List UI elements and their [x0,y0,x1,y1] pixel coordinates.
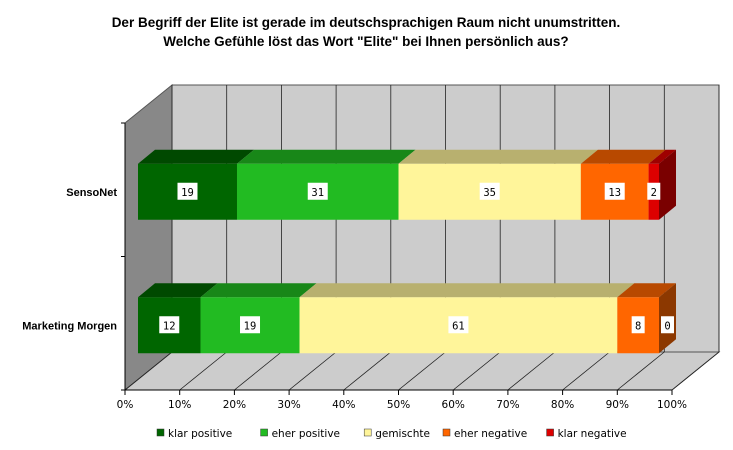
value-label-box [448,316,469,334]
value-label-box [479,182,500,200]
x-tick-label: 80% [551,399,574,411]
bar-top [200,283,317,298]
x-tick-label: 40% [332,399,355,411]
gridline-floor [179,351,227,391]
value-label-box [647,182,661,200]
value-label: 13 [608,187,621,199]
gridline-floor [671,351,720,391]
bar-top [138,283,218,298]
value-label: 19 [181,187,194,199]
x-tick-label: 90% [606,399,629,411]
legend-label: eher negative [454,428,527,440]
bar-side [659,149,676,220]
chart-title: Der Begriff der Elite ist gerade im deut… [112,15,621,30]
value-label-box [159,316,180,334]
legend: klar positive eher positive gemischte eher … [156,428,627,440]
gridline-floor [562,351,610,391]
legend-label: gemischte [375,428,430,440]
legend-swatch [156,428,165,437]
value-label: 12 [163,320,176,332]
gridline-floor [343,351,392,391]
x-tick-label: 70% [496,399,519,411]
bar-top [617,283,676,298]
category-label: Marketing Morgen [22,320,117,332]
gridline-floor [398,351,446,391]
value-label: 35 [483,187,496,199]
bar-top [398,149,598,164]
bar-top [580,149,666,164]
chart-subtitle: Welche Gefühle löst das Wort "Elite" bei… [163,34,568,49]
bar-top [299,283,635,298]
x-tick-label: 50% [387,399,410,411]
category-label: SensoNet [66,187,117,199]
legend-swatch [260,428,268,437]
value-label: 31 [311,187,324,199]
value-label-box [631,316,645,334]
value-label: 61 [452,320,465,332]
plot-area: 0% 10% 20% 30% 40% 50% 60% 70% 80% 90% 100% SensoNe… [22,83,721,411]
gridline-floor [124,351,173,391]
x-tick-label: 0% [117,399,134,411]
x-tick-label: 10% [168,399,191,411]
legend-label: klar negative [558,428,627,440]
legend-swatch [363,428,372,437]
value-label-box [307,182,328,200]
gridline-floor [288,351,337,391]
value-label: 8 [635,320,641,332]
value-label: 2 [651,187,657,199]
x-tick-label: 100% [657,399,687,411]
legend-label: eher positive [272,428,340,440]
legend-swatch [546,428,554,437]
gridline-floor [234,351,282,391]
gridline-floor [617,351,665,391]
value-label-box [240,316,261,334]
x-tick-label: 60% [442,399,465,411]
legend-label: klar positive [168,428,232,440]
gridline-floor [507,351,556,391]
bar-top [237,149,416,164]
x-tick-label: 20% [223,399,246,411]
value-label-box [604,182,625,200]
value-label-box [661,316,674,334]
x-tick-label: 30% [277,399,300,411]
legend-swatch [442,428,451,437]
bar-top [648,149,676,164]
value-label-box [177,182,198,200]
value-label: 19 [244,320,257,332]
value-label: 0 [664,320,670,332]
gridline-floor [452,351,501,391]
bar-top [138,149,254,164]
